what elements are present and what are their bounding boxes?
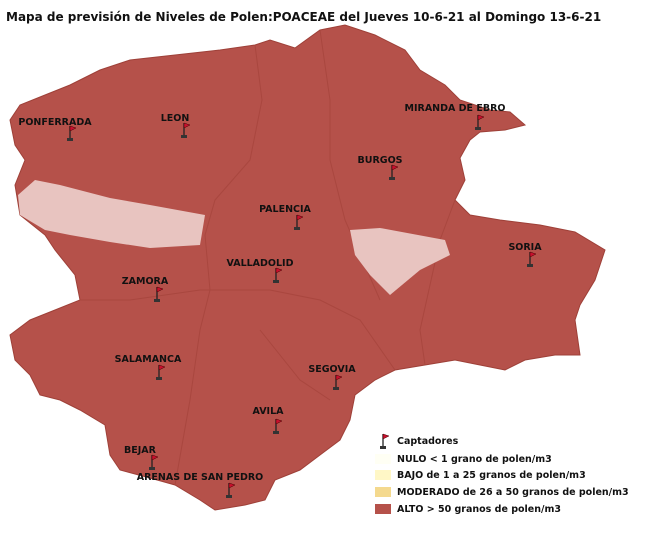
station: MIRANDA DE EBRO [405, 103, 506, 131]
station-label: BEJAR [124, 445, 157, 456]
legend-swatch [375, 504, 391, 514]
station-label: ZAMORA [122, 276, 169, 287]
station: VALLADOLID [227, 258, 294, 284]
legend-label: NULO < 1 grano de polen/m3 [397, 454, 552, 465]
legend-label: BAJO de 1 a 25 granos de polen/m3 [397, 470, 586, 481]
station-label: ARENAS DE SAN PEDRO [137, 472, 263, 483]
station: BURGOS [358, 155, 403, 181]
station: ZAMORA [122, 276, 169, 303]
station-label: AVILA [252, 406, 284, 417]
station: LEON [161, 113, 191, 139]
station: BEJAR [124, 445, 159, 471]
region-area [9, 24, 606, 511]
legend-swatch [375, 487, 391, 497]
legend-label: Captadores [397, 436, 459, 447]
province-borders [80, 29, 456, 486]
station-label: VALLADOLID [227, 258, 294, 269]
station-label: MIRANDA DE EBRO [405, 103, 506, 114]
station: AVILA [252, 406, 284, 435]
map-title: Mapa de previsión de Niveles de Polen:PO… [6, 10, 601, 24]
legend-swatch [375, 470, 391, 480]
legend-swatch [375, 454, 391, 464]
station-label: SALAMANCA [115, 354, 182, 365]
legend: Captadores NULO < 1 grano de polen/m3 BA… [375, 433, 629, 515]
station: SORIA [508, 242, 542, 268]
station: PALENCIA [259, 204, 312, 231]
station-label: PONFERRADA [18, 117, 92, 128]
station-label: LEON [161, 113, 190, 124]
station-label: SEGOVIA [308, 364, 356, 375]
station: ARENAS DE SAN PEDRO [137, 472, 263, 499]
station-label: BURGOS [358, 155, 403, 166]
station: PONFERRADA [18, 117, 92, 142]
station: SEGOVIA [308, 364, 356, 391]
station-label: PALENCIA [259, 204, 311, 215]
low-level-area [18, 180, 205, 248]
station: SALAMANCA [115, 354, 182, 381]
legend-label: ALTO > 50 granos de polen/m3 [397, 504, 561, 515]
legend-label: MODERADO de 26 a 50 granos de polen/m3 [397, 487, 629, 498]
low-level-area [350, 228, 450, 295]
station-label: SORIA [508, 242, 542, 253]
